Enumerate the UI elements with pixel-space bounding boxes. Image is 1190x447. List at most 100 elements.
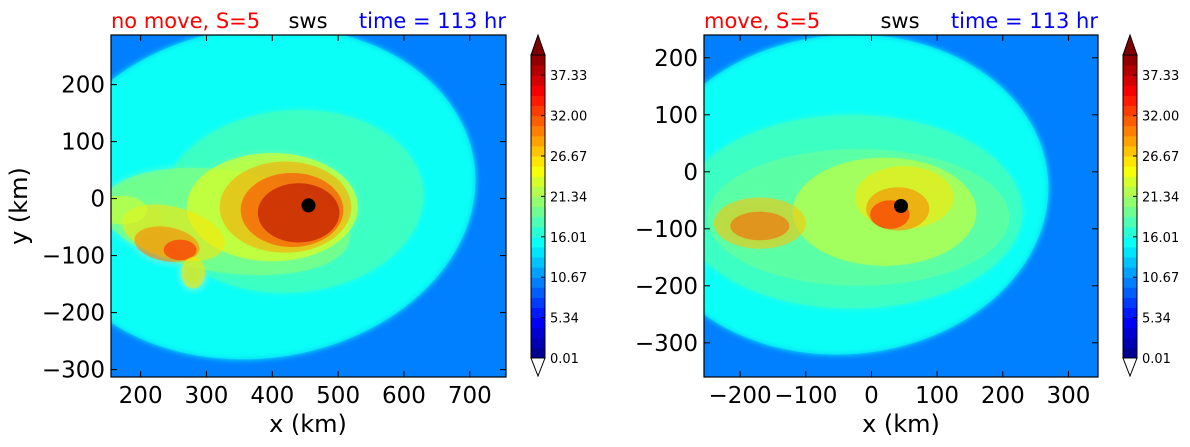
colorbar-segment-0-11	[531, 236, 545, 248]
y-axis-label-0: y (km)	[5, 167, 33, 245]
title-right-0: time = 113 hr	[359, 9, 506, 33]
y-tick-label-1-1: 100	[654, 103, 698, 129]
colorbar-segment-1-23	[1123, 115, 1137, 127]
colorbar-segment-0-23	[531, 115, 545, 127]
colorbar-segment-1-1	[1123, 337, 1137, 349]
y-tick-label-0-5: −300	[42, 358, 105, 384]
y-tick-label-0-1: 100	[61, 130, 105, 156]
colorbar-segment-0-26	[531, 85, 545, 96]
colorbar-segment-1-22	[1123, 125, 1137, 137]
colorbar-segment-1-10	[1123, 246, 1137, 258]
title-left-1: move, S=5	[704, 9, 820, 33]
y-tick-label-1-3: −100	[635, 217, 698, 243]
title-center-1: sws	[880, 9, 919, 33]
x-tick-label-1-1: −100	[774, 383, 837, 409]
colorbar-segment-0-21	[531, 135, 545, 147]
colorbar-tick-label-1-7: 37.33	[1142, 69, 1179, 84]
panel-move: move, S=5 sws time = 113 hr −200 −100 0 100…	[635, 9, 1099, 438]
contour-field-0	[111, 35, 506, 377]
title-right-1: time = 113 hr	[951, 9, 1098, 33]
colorbar-segment-1-7	[1123, 277, 1137, 288]
colorbar-segment-0-2	[531, 327, 545, 339]
colorbar-segment-1-0	[1123, 347, 1137, 359]
colorbar-segment-1-14	[1123, 206, 1137, 218]
y-tick-label-0-3: −100	[42, 244, 105, 270]
plot-frame-1	[703, 34, 1099, 378]
colorbar-segment-0-27	[531, 75, 545, 86]
panel-no-move: no move, S=5 sws time = 113 hr 200 300 400…	[5, 9, 507, 438]
storm-center-marker-0	[301, 198, 316, 213]
colorbar-tick-label-1-6: 32.00	[1142, 110, 1179, 125]
colorbar-segment-0-15	[531, 196, 545, 207]
y-axis-ticks-1: 200 100 0 −100 −200 −300	[635, 46, 1098, 357]
contour-core-0-10	[111, 195, 148, 225]
plot-frame-0	[110, 34, 507, 378]
contour-core-0-9	[163, 239, 197, 261]
colorbar-segment-1-25	[1123, 95, 1137, 106]
colorbar-segment-1-13	[1123, 216, 1137, 228]
x-axis-ticks-1: −200 −100 0 100 200 300	[709, 35, 1090, 409]
storm-center-marker-1	[894, 199, 908, 213]
x-axis-label-0: x (km)	[269, 410, 347, 438]
colorbar-segment-1-16	[1123, 186, 1137, 197]
colorbar-segment-0-22	[531, 125, 545, 137]
colorbar-segment-0-19	[531, 156, 545, 167]
colorbar-tick-label-0-5: 26.67	[550, 150, 587, 165]
colorbar-segment-0-8	[531, 267, 545, 278]
colorbar-segment-0-10	[531, 246, 545, 258]
colorbar-segment-0-29	[531, 55, 545, 66]
colorbar-tick-label-1-1: 5.34	[1142, 312, 1171, 327]
y-tick-label-0-2: 0	[90, 187, 105, 213]
colorbar-segment-0-20	[531, 145, 545, 157]
y-tick-label-0-4: −200	[42, 301, 105, 327]
x-tick-label-1-4: 200	[981, 383, 1025, 409]
title-left-0: no move, S=5	[111, 9, 260, 33]
x-tick-label-1-5: 300	[1046, 383, 1090, 409]
colorbar-extend-max-1	[1122, 33, 1138, 56]
colorbar-segment-1-18	[1123, 166, 1137, 177]
x-tick-label-0-2: 400	[250, 383, 294, 409]
y-axis-ticks-0: 200 100 0 −100 −200 −300	[42, 73, 506, 384]
colorbar-tick-label-0-7: 37.33	[550, 69, 587, 84]
colorbar-segment-0-6	[531, 287, 545, 298]
colorbar-segment-0-24	[531, 105, 545, 117]
colorbar-segment-1-21	[1123, 135, 1137, 147]
colorbar-tick-label-1-4: 21.34	[1142, 190, 1179, 205]
colorbar-segment-0-28	[531, 65, 545, 76]
colorbar-segment-1-5	[1123, 297, 1137, 308]
colorbar-segment-1-8	[1123, 267, 1137, 278]
y-tick-label-1-4: −200	[635, 274, 698, 300]
colorbar-segment-0-3	[531, 317, 545, 329]
colorbar-segment-1-26	[1123, 85, 1137, 96]
colorbar-tick-label-0-0: 0.01	[550, 352, 579, 367]
colorbar-segment-0-18	[531, 166, 545, 177]
colorbar-segment-1-9	[1123, 257, 1137, 268]
colorbar-segment-1-20	[1123, 145, 1137, 157]
colorbar-segment-0-17	[531, 176, 545, 187]
y-tick-label-1-5: −300	[635, 331, 698, 357]
colorbar-segment-1-3	[1123, 317, 1137, 329]
colorbar-segment-1-24	[1123, 105, 1137, 117]
colorbar-segment-0-9	[531, 257, 545, 268]
contour-field-1	[704, 35, 1098, 377]
contour-core-1-5	[730, 211, 790, 241]
contour-core-0-11	[181, 256, 206, 289]
colorbar-segment-1-2	[1123, 327, 1137, 339]
colorbar-segment-1-12	[1123, 226, 1137, 238]
colorbar-segment-1-4	[1123, 307, 1137, 319]
colorbar-extend-min-1	[1122, 357, 1138, 378]
colorbar-segment-0-5	[531, 297, 545, 308]
x-tick-label-1-3: 100	[915, 383, 959, 409]
y-tick-label-0-0: 200	[61, 73, 105, 99]
colorbar-tick-label-1-3: 16.01	[1142, 231, 1179, 246]
colorbar-tick-label-0-3: 16.01	[550, 231, 587, 246]
colorbar-segment-1-29	[1123, 55, 1137, 66]
x-tick-label-1-0: −200	[709, 383, 772, 409]
colorbar-segment-0-12	[531, 226, 545, 238]
colorbar-extend-max-0	[530, 33, 546, 56]
colorbar-segment-1-11	[1123, 236, 1137, 248]
colorbar-tick-label-0-1: 5.34	[550, 312, 579, 327]
y-tick-label-1-0: 200	[654, 46, 698, 72]
colorbar-tick-label-0-6: 32.00	[550, 110, 587, 125]
colorbar-segment-1-28	[1123, 65, 1137, 76]
